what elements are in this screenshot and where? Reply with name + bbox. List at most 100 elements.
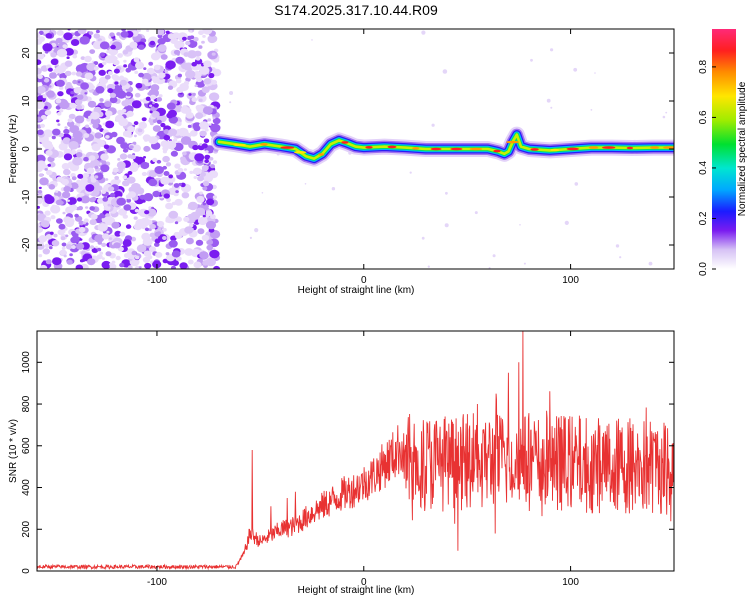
noise-blob — [212, 195, 217, 199]
noise-blob — [79, 238, 83, 241]
noise-blob — [208, 170, 219, 179]
noise-blob — [157, 44, 167, 52]
noise-blob — [203, 138, 210, 144]
noise-blob — [206, 239, 214, 245]
noise-blob — [63, 153, 73, 161]
noise-blob — [62, 137, 71, 145]
noise-blob — [104, 55, 115, 64]
noise-blob — [96, 254, 103, 260]
noise-blob — [105, 251, 112, 257]
noise-blob — [176, 86, 184, 93]
spec-ytick-label: 10 — [21, 95, 32, 107]
noise-blob — [84, 92, 88, 95]
noise-blob — [38, 254, 43, 258]
noise-blob — [123, 64, 127, 68]
noise-blob — [89, 245, 95, 250]
spec-xtick-label: -100 — [147, 275, 167, 286]
noise-blob — [56, 30, 64, 36]
noise-blob — [212, 117, 221, 125]
noise-blob — [160, 176, 171, 185]
noise-speck — [229, 91, 234, 95]
noise-blob — [211, 94, 219, 101]
noise-blob — [165, 162, 172, 167]
noise-blob — [82, 172, 89, 178]
noise-blob — [116, 136, 125, 145]
noise-blob — [204, 122, 208, 126]
noise-blob — [69, 102, 77, 109]
noise-blob — [117, 158, 121, 161]
noise-blob — [64, 219, 75, 228]
noise-blob — [63, 186, 71, 193]
colorbar: 0.0 0.2 0.4 0.6 0.8 Normalized spectral ampl… — [698, 29, 748, 276]
ridge-hotspot — [493, 149, 501, 153]
noise-blob — [209, 157, 214, 161]
noise-blob — [192, 92, 196, 96]
noise-blob — [149, 104, 153, 108]
noise-blob — [143, 67, 147, 70]
noise-blob — [69, 253, 73, 257]
noise-blob — [63, 168, 71, 176]
noise-blob — [50, 52, 57, 58]
noise-blob — [168, 240, 178, 248]
spectrogram-marks — [37, 29, 674, 269]
noise-blob — [72, 156, 83, 166]
noise-blob — [106, 50, 110, 54]
noise-blob — [112, 167, 119, 173]
noise-blob — [131, 100, 142, 109]
noise-blob — [152, 190, 160, 198]
noise-blob — [37, 129, 44, 136]
noise-blob — [48, 85, 52, 88]
ridge-hotspot — [294, 151, 307, 154]
noise-blob — [178, 41, 184, 46]
noise-blob — [40, 123, 45, 128]
noise-blob — [43, 78, 50, 83]
colorbar-tick-label: 0.2 — [698, 211, 709, 225]
noise-blob — [47, 163, 51, 167]
noise-blob — [58, 142, 68, 151]
ridge-hotspot — [412, 147, 420, 150]
noise-blob — [164, 171, 168, 176]
noise-blob — [188, 93, 192, 96]
noise-blob — [143, 250, 152, 257]
noise-blob — [76, 94, 84, 100]
noise-blob — [61, 242, 67, 247]
noise-blob — [77, 173, 84, 179]
noise-blob — [56, 176, 63, 182]
noise-blob — [205, 210, 213, 217]
noise-blob — [149, 223, 156, 230]
noise-blob — [195, 56, 201, 61]
noise-blob — [199, 191, 203, 195]
noise-blob — [178, 182, 182, 186]
noise-blob — [156, 29, 165, 36]
noise-blob — [56, 111, 62, 116]
noise-blob — [91, 247, 99, 253]
noise-speck — [550, 48, 554, 52]
noise-blob — [67, 199, 70, 202]
noise-blob — [37, 223, 41, 227]
ridge-hotspot — [566, 147, 579, 151]
noise-blob — [72, 235, 81, 243]
noise-blob — [185, 69, 196, 79]
noise-blob — [109, 192, 116, 198]
noise-speck — [442, 69, 448, 74]
noise-speck — [492, 254, 496, 258]
noise-blob — [109, 96, 118, 104]
noise-blob — [197, 175, 204, 182]
noise-blob — [167, 109, 177, 118]
noise-blob — [101, 242, 107, 247]
noise-blob — [42, 43, 53, 52]
noise-blob — [105, 110, 113, 117]
noise-blob — [56, 48, 68, 58]
noise-blob — [156, 159, 162, 164]
noise-blob — [118, 163, 126, 170]
noise-blob — [133, 216, 138, 220]
noise-blob — [45, 33, 53, 39]
noise-blob — [162, 227, 167, 232]
noise-blob — [144, 262, 152, 269]
noise-blob — [158, 94, 163, 98]
noise-blob — [49, 72, 57, 79]
noise-blob — [37, 190, 43, 194]
noise-blob — [202, 180, 210, 187]
noise-blob — [74, 115, 85, 124]
snr-marks — [37, 331, 674, 571]
